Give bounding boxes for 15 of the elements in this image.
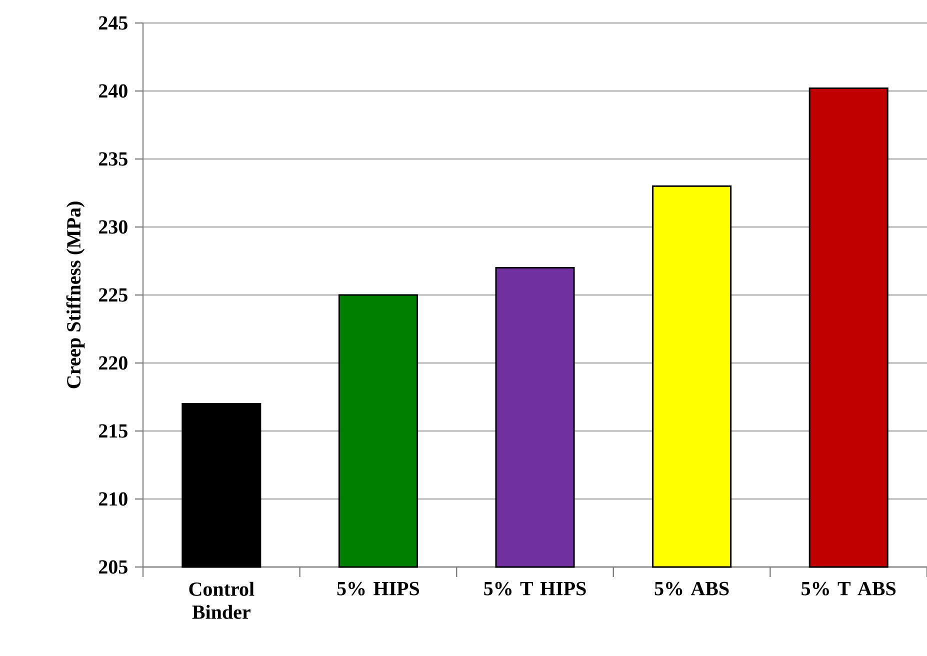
y-tick-label: 205 — [98, 560, 128, 574]
x-tick-label: 5% ABS — [654, 582, 729, 596]
x-tick-label: 5% T HIPS — [484, 582, 586, 596]
y-tick-label: 235 — [98, 152, 128, 166]
y-tick-label: 230 — [98, 220, 128, 234]
x-tick-label: 5% T ABS — [802, 582, 896, 596]
y-tick-label: 245 — [98, 16, 128, 30]
y-tick-label: 220 — [98, 356, 128, 370]
x-tick-label: Control Binder — [189, 582, 254, 619]
y-tick-label: 210 — [98, 492, 128, 506]
x-tick-label: 5% HIPS — [337, 582, 420, 596]
y-tick-label: 215 — [98, 424, 128, 438]
y-axis-title: Creep Stiffness (MPa) — [66, 202, 85, 388]
y-tick-label: 225 — [98, 288, 128, 302]
y-tick-label: 240 — [98, 84, 128, 98]
